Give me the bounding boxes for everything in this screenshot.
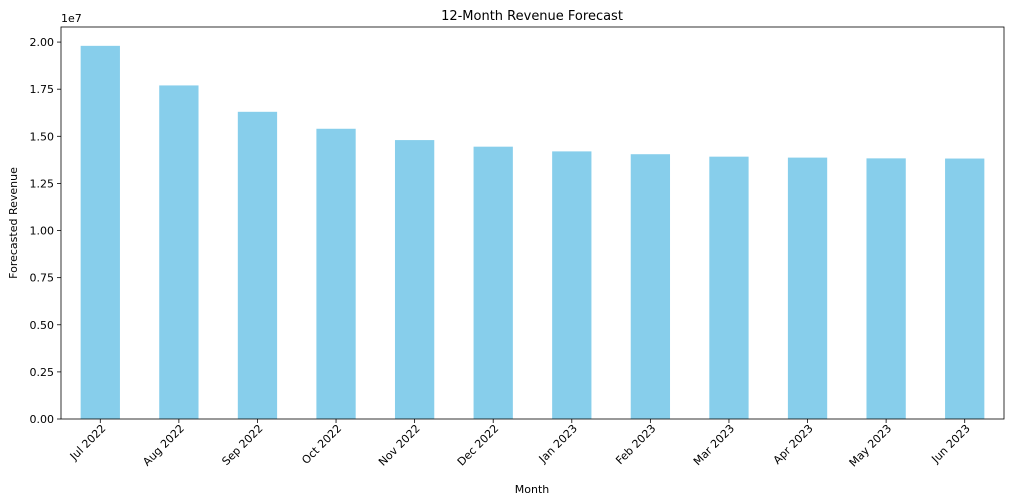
y-axis-label: Forecasted Revenue	[7, 167, 20, 279]
x-tick-label: Nov 2022	[376, 422, 423, 469]
x-tick-label: Jul 2022	[67, 422, 109, 464]
x-tick-label: Jun 2023	[929, 422, 973, 466]
y-offset-label: 1e7	[61, 12, 82, 25]
bar-mar-2023	[709, 156, 749, 419]
y-tick-label: 1.50	[30, 130, 55, 143]
bar-sep-2022	[237, 111, 278, 420]
chart-title: 12-Month Revenue Forecast	[441, 9, 623, 24]
y-tick-label: 1.00	[30, 225, 55, 238]
x-tick-label: Aug 2022	[140, 422, 187, 469]
y-tick-label: 2.00	[30, 36, 55, 49]
bar-jan-2023	[552, 151, 592, 419]
x-axis: Jul 2022 Aug 2022 Sep 2022 Oct 2022 Nov 2022…	[67, 419, 973, 469]
bar-may-2023	[866, 158, 906, 419]
bar-apr-2023	[787, 157, 828, 419]
bar-oct-2022	[316, 128, 356, 419]
y-tick-label: 0.50	[30, 319, 55, 332]
bar-jun-2023	[945, 158, 985, 420]
x-tick-label: Oct 2022	[299, 422, 344, 467]
x-tick-label: Mar 2023	[691, 422, 737, 468]
bar-nov-2022	[394, 140, 435, 420]
y-axis: 0.00 0.25 0.50 0.75 1.00 1.25 1.50 1.75 2.00	[30, 36, 61, 426]
bar-aug-2022	[159, 85, 199, 419]
y-tick-label: 1.75	[30, 83, 55, 96]
x-tick-label: Apr 2023	[771, 422, 816, 467]
bar-jul-2022	[80, 45, 120, 419]
bar-feb-2023	[630, 154, 671, 419]
bar-group	[80, 45, 985, 420]
plot-frame	[60, 26, 1005, 420]
x-tick-label: May 2023	[847, 422, 895, 470]
x-tick-label: Feb 2023	[613, 422, 658, 467]
x-tick-label: Sep 2022	[219, 422, 265, 468]
x-axis-label: Month	[515, 483, 550, 496]
y-tick-label: 0.25	[30, 366, 55, 379]
x-tick-label: Dec 2022	[455, 422, 502, 469]
y-tick-label: 0.00	[30, 413, 55, 426]
bar-dec-2022	[473, 146, 513, 419]
y-tick-label: 1.25	[30, 177, 55, 190]
x-tick-label: Jan 2023	[536, 422, 580, 466]
y-tick-label: 0.75	[30, 272, 55, 285]
